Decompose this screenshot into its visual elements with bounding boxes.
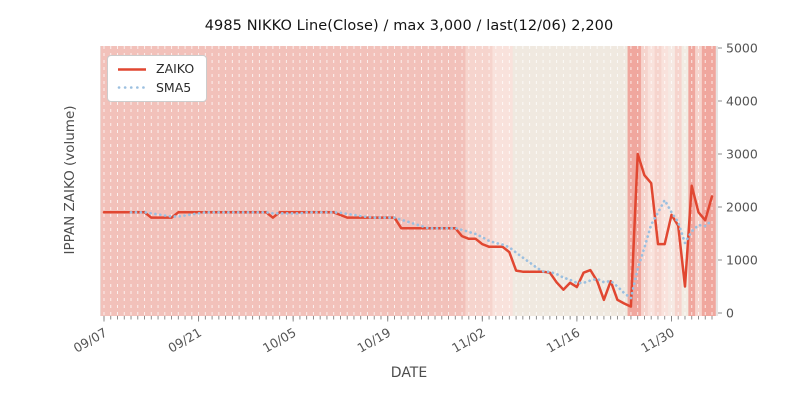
x-tick-label: 09/21 bbox=[165, 325, 204, 356]
x-tick-label: 11/02 bbox=[449, 325, 488, 356]
legend-box: ZAIKO SMA5 bbox=[107, 55, 208, 102]
y-tick-label: 1000 bbox=[726, 253, 758, 268]
chart-title: 4985 NIKKO Line(Close) / max 3,000 / las… bbox=[204, 18, 614, 34]
y-axis-ticks: 0 1000 2000 3000 4000 5000 bbox=[718, 41, 758, 321]
legend-label-zaiko: ZAIKO bbox=[156, 61, 195, 76]
legend-label-sma5: SMA5 bbox=[156, 79, 192, 95]
y-tick-label: 4000 bbox=[726, 94, 758, 109]
sma5-line bbox=[129, 197, 714, 301]
day-band bbox=[701, 46, 716, 316]
x-tick-label: 09/07 bbox=[71, 325, 110, 356]
x-tick-label: 11/30 bbox=[638, 325, 677, 356]
y-tick-label: 3000 bbox=[726, 147, 758, 162]
x-tick-label: 11/16 bbox=[544, 325, 583, 356]
x-axis-label: DATE bbox=[390, 365, 428, 381]
legend-item-zaiko: ZAIKO bbox=[117, 61, 195, 76]
x-tick-label: 10/19 bbox=[355, 325, 394, 356]
x-axis-ticks: 09/07 09/21 10/05 10/19 11/02 11/16 11/30 bbox=[71, 316, 713, 356]
x-tick-label: 10/05 bbox=[260, 325, 299, 356]
y-tick-label: 5000 bbox=[726, 41, 758, 56]
grid-layer bbox=[103, 46, 713, 316]
y-tick-label: 0 bbox=[726, 306, 734, 321]
day-band bbox=[627, 46, 642, 316]
y-axis-label: IPPAN ZAIKO (volume) bbox=[62, 105, 78, 255]
zaiko-solid-line-swatch bbox=[118, 67, 146, 71]
legend-item-sma5: SMA5 bbox=[117, 79, 194, 95]
y-tick-label: 2000 bbox=[726, 200, 758, 215]
sma5-dotted-line-swatch bbox=[117, 86, 147, 90]
day-band bbox=[465, 46, 493, 316]
